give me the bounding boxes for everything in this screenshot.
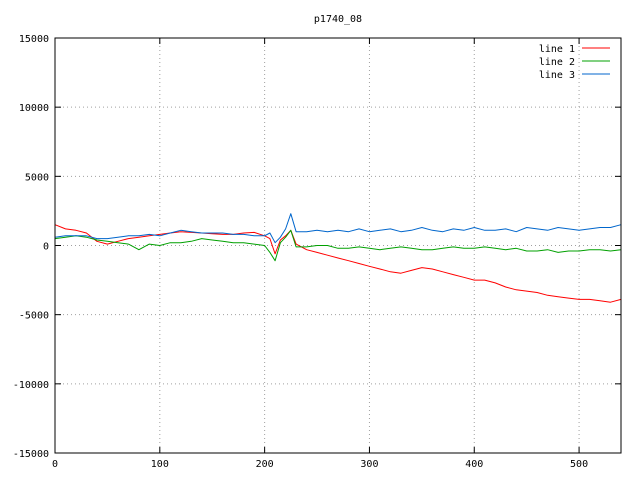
y-tick-label: -5000 bbox=[19, 311, 49, 322]
y-tick-label: -15000 bbox=[13, 449, 49, 460]
y-tick-label: 5000 bbox=[25, 172, 49, 183]
series-lines bbox=[54, 213, 622, 303]
x-tick-label: 300 bbox=[360, 459, 378, 470]
chart-title: p1740_08 bbox=[314, 14, 362, 25]
y-tick-label: 15000 bbox=[19, 34, 49, 45]
series-line-2 bbox=[54, 229, 622, 262]
y-tick-label: 0 bbox=[43, 242, 49, 253]
plot-area-frame bbox=[54, 37, 622, 454]
axis-ticks: 0 100 200 300 400 500 -15000 -10000 -5000 0 5000 10… bbox=[13, 34, 621, 470]
y-tick-label: -10000 bbox=[13, 380, 49, 391]
x-tick-label: 500 bbox=[570, 459, 588, 470]
x-tick-label: 200 bbox=[256, 459, 274, 470]
series-line-3 bbox=[54, 213, 622, 244]
legend-label-2: line 2 bbox=[539, 57, 575, 68]
legend-label-3: line 3 bbox=[539, 70, 575, 81]
legend-label-1: line 1 bbox=[539, 44, 575, 55]
x-tick-label: 100 bbox=[151, 459, 169, 470]
x-tick-label: 400 bbox=[465, 459, 483, 470]
y-tick-label: 10000 bbox=[19, 103, 49, 114]
legend: line 1 line 2 line 3 bbox=[539, 44, 610, 81]
x-tick-label: 0 bbox=[52, 459, 58, 470]
